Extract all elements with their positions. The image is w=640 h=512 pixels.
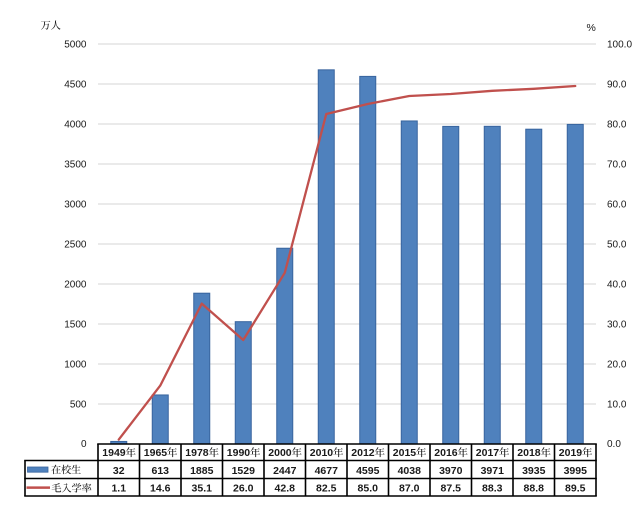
svg-text:4677: 4677 <box>315 465 339 477</box>
svg-text:2500: 2500 <box>64 240 87 251</box>
svg-text:85.0: 85.0 <box>358 483 379 495</box>
svg-text:88.3: 88.3 <box>482 483 503 495</box>
svg-text:89.5: 89.5 <box>565 483 586 495</box>
svg-text:5000: 5000 <box>64 40 87 51</box>
svg-text:1.1: 1.1 <box>111 483 126 495</box>
svg-text:30.0: 30.0 <box>607 320 627 331</box>
svg-text:1529: 1529 <box>232 465 256 477</box>
svg-text:90.0: 90.0 <box>607 80 627 91</box>
svg-text:88.8: 88.8 <box>524 483 545 495</box>
svg-text:10.0: 10.0 <box>607 400 627 411</box>
svg-text:100.0: 100.0 <box>607 40 632 51</box>
svg-text:2015: 2015 <box>393 447 417 459</box>
svg-text:2000: 2000 <box>268 447 292 459</box>
svg-text:1965: 1965 <box>144 447 168 459</box>
svg-text:2018: 2018 <box>517 447 541 459</box>
svg-text:1500: 1500 <box>64 320 87 331</box>
svg-text:1000: 1000 <box>64 360 87 371</box>
svg-text:%: % <box>587 22 596 34</box>
svg-text:4595: 4595 <box>356 465 380 477</box>
svg-text:2447: 2447 <box>273 465 297 477</box>
svg-text:3971: 3971 <box>481 465 505 477</box>
svg-text:4500: 4500 <box>64 80 87 91</box>
svg-text:87.0: 87.0 <box>399 483 420 495</box>
svg-text:20.0: 20.0 <box>607 360 627 371</box>
svg-text:50.0: 50.0 <box>607 240 627 251</box>
svg-text:3935: 3935 <box>522 465 546 477</box>
svg-text:26.0: 26.0 <box>233 483 254 495</box>
svg-text:0: 0 <box>81 439 87 450</box>
svg-text:2000: 2000 <box>64 280 87 291</box>
svg-text:2017: 2017 <box>476 447 500 459</box>
svg-text:2016: 2016 <box>434 447 458 459</box>
svg-text:3995: 3995 <box>564 465 588 477</box>
svg-text:80.0: 80.0 <box>607 120 627 131</box>
svg-text:35.1: 35.1 <box>192 483 213 495</box>
svg-text:2019: 2019 <box>559 447 583 459</box>
svg-text:82.5: 82.5 <box>316 483 337 495</box>
svg-text:1990: 1990 <box>227 447 251 459</box>
svg-text:500: 500 <box>70 400 87 411</box>
svg-text:1949: 1949 <box>102 447 126 459</box>
svg-text:613: 613 <box>151 465 169 477</box>
svg-text:70.0: 70.0 <box>607 160 627 171</box>
svg-text:40.0: 40.0 <box>607 280 627 291</box>
svg-text:3500: 3500 <box>64 160 87 171</box>
svg-text:4000: 4000 <box>64 120 87 131</box>
svg-text:0.0: 0.0 <box>607 439 621 450</box>
svg-text:32: 32 <box>113 465 125 477</box>
svg-text:4038: 4038 <box>398 465 422 477</box>
svg-text:3970: 3970 <box>439 465 463 477</box>
svg-text:1978: 1978 <box>185 447 209 459</box>
svg-text:14.6: 14.6 <box>150 483 171 495</box>
svg-text:1885: 1885 <box>190 465 214 477</box>
svg-text:87.5: 87.5 <box>441 483 462 495</box>
svg-text:2010: 2010 <box>310 447 334 459</box>
svg-text:3000: 3000 <box>64 200 87 211</box>
svg-text:42.8: 42.8 <box>275 483 296 495</box>
svg-text:2012: 2012 <box>351 447 375 459</box>
svg-text:60.0: 60.0 <box>607 200 627 211</box>
